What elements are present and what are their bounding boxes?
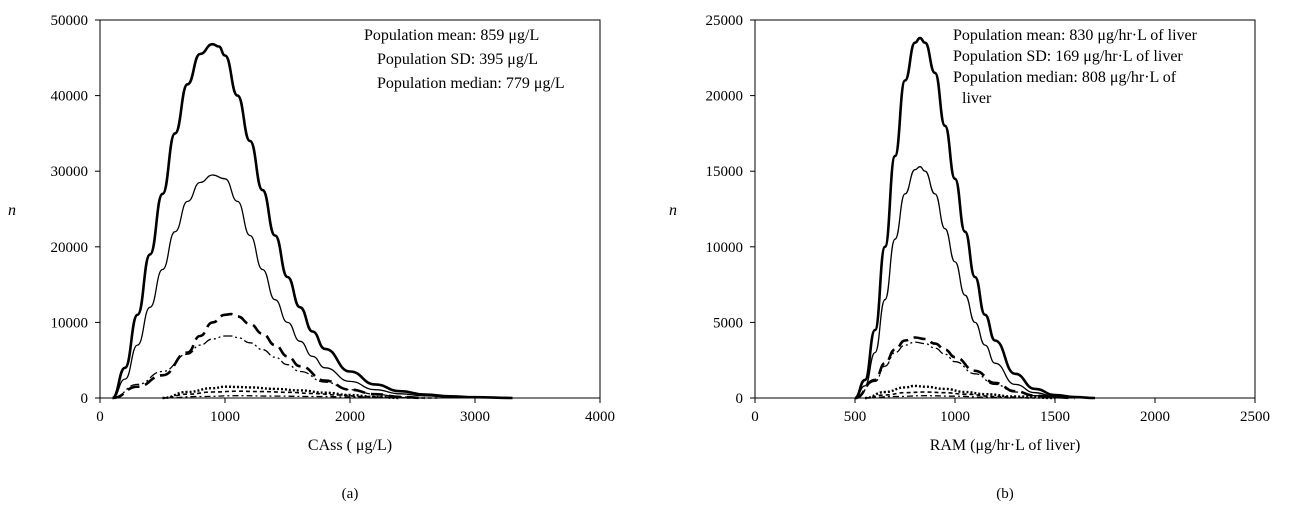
chart-a-xtick-label: 4000 (585, 409, 615, 425)
chart-b-yticks: 0 5000 10000 15000 20000 25000 (706, 13, 755, 407)
chart-b-xtick-label: 1500 (1040, 409, 1070, 425)
chart-b-xtick-label: 2000 (1140, 409, 1170, 425)
chart-b-series-line-7 (864, 395, 1016, 399)
chart-a-series-line-1 (111, 42, 513, 400)
chart-a-xtick-label: 3000 (460, 409, 490, 425)
chart-b-ytick-label: 15000 (706, 164, 744, 180)
chart-a-ytick-label: 0 (81, 391, 89, 407)
chart-a-xtick-label: 0 (96, 409, 104, 425)
chart-b-series-line-1 (854, 36, 1096, 400)
chart-b-series-line-5 (864, 384, 1056, 400)
chart-b-ytick-label: 20000 (706, 89, 744, 105)
chart-a: 0 1000 2000 3000 4000 0 10000 20000 30000 40000 5… (8, 13, 615, 502)
chart-a-ytick-label: 30000 (51, 164, 89, 180)
chart-a-annotation-mean: Population mean: 859 μg/L (364, 27, 539, 44)
chart-b-series-line-6 (864, 391, 1036, 399)
chart-a-panel-label: (a) (342, 486, 359, 502)
chart-b-xtick-label: 1000 (940, 409, 970, 425)
chart-b-xtick-label: 500 (844, 409, 867, 425)
chart-a-xtick-label: 1000 (210, 409, 240, 425)
chart-a-ylabel: n (8, 202, 16, 219)
chart-b: 0 500 1000 1500 2000 2500 0 5000 10000 15000 2000… (669, 13, 1270, 502)
chart-a-xtick-label: 2000 (335, 409, 365, 425)
chart-a-ytick-label: 40000 (51, 89, 89, 105)
chart-a-xlabel: CAss ( μg/L) (308, 437, 392, 454)
chart-b-xtick-label: 0 (751, 409, 759, 425)
chart-b-xlabel: RAM (μg/hr·L of liver) (930, 437, 1081, 454)
chart-b-annotation-sd: Population SD: 169 μg/hr·L of liver (953, 48, 1183, 65)
chart-a-series-line-2 (112, 174, 513, 399)
chart-b-annotation-median-cont: liver (962, 90, 992, 107)
chart-b-xticks: 0 500 1000 1500 2000 2500 (751, 398, 1270, 425)
chart-a-ytick-label: 50000 (51, 13, 89, 29)
chart-b-ytick-label: 5000 (713, 315, 743, 331)
chart-b-panel-label: (b) (996, 486, 1014, 502)
chart-a-series-line-5 (162, 385, 401, 400)
chart-a-xticks: 0 1000 2000 3000 4000 (96, 398, 615, 425)
chart-a-series-line-3 (112, 312, 426, 400)
chart-a-series-line-7 (162, 395, 426, 399)
chart-b-series-line-4 (854, 341, 1076, 399)
chart-a-annotation-median: Population median: 779 μg/L (377, 75, 565, 92)
chart-b-series-group (854, 36, 1096, 400)
chart-b-annotation-mean: Population mean: 830 μg/hr·L of liver (953, 27, 1198, 44)
chart-b-ytick-label: 0 (736, 391, 744, 407)
chart-a-yticks: 0 10000 20000 30000 40000 50000 (51, 13, 100, 407)
chart-a-series-line-4 (112, 335, 426, 399)
chart-b-xtick-label: 2500 (1240, 409, 1270, 425)
chart-a-annotation-sd: Population SD: 395 μg/L (377, 51, 538, 68)
chart-b-annotation-median: Population median: 808 μg/hr·L of (953, 69, 1177, 86)
chart-b-series-line-3 (854, 336, 1076, 400)
chart-a-ytick-label: 10000 (51, 315, 89, 331)
chart-b-ytick-label: 25000 (706, 13, 744, 29)
chart-b-ylabel: n (669, 202, 677, 219)
chart-b-series-line-2 (854, 166, 1096, 399)
chart-a-ytick-label: 20000 (51, 240, 89, 256)
chart-b-ytick-label: 10000 (706, 240, 744, 256)
chart-a-series-group (111, 42, 513, 400)
